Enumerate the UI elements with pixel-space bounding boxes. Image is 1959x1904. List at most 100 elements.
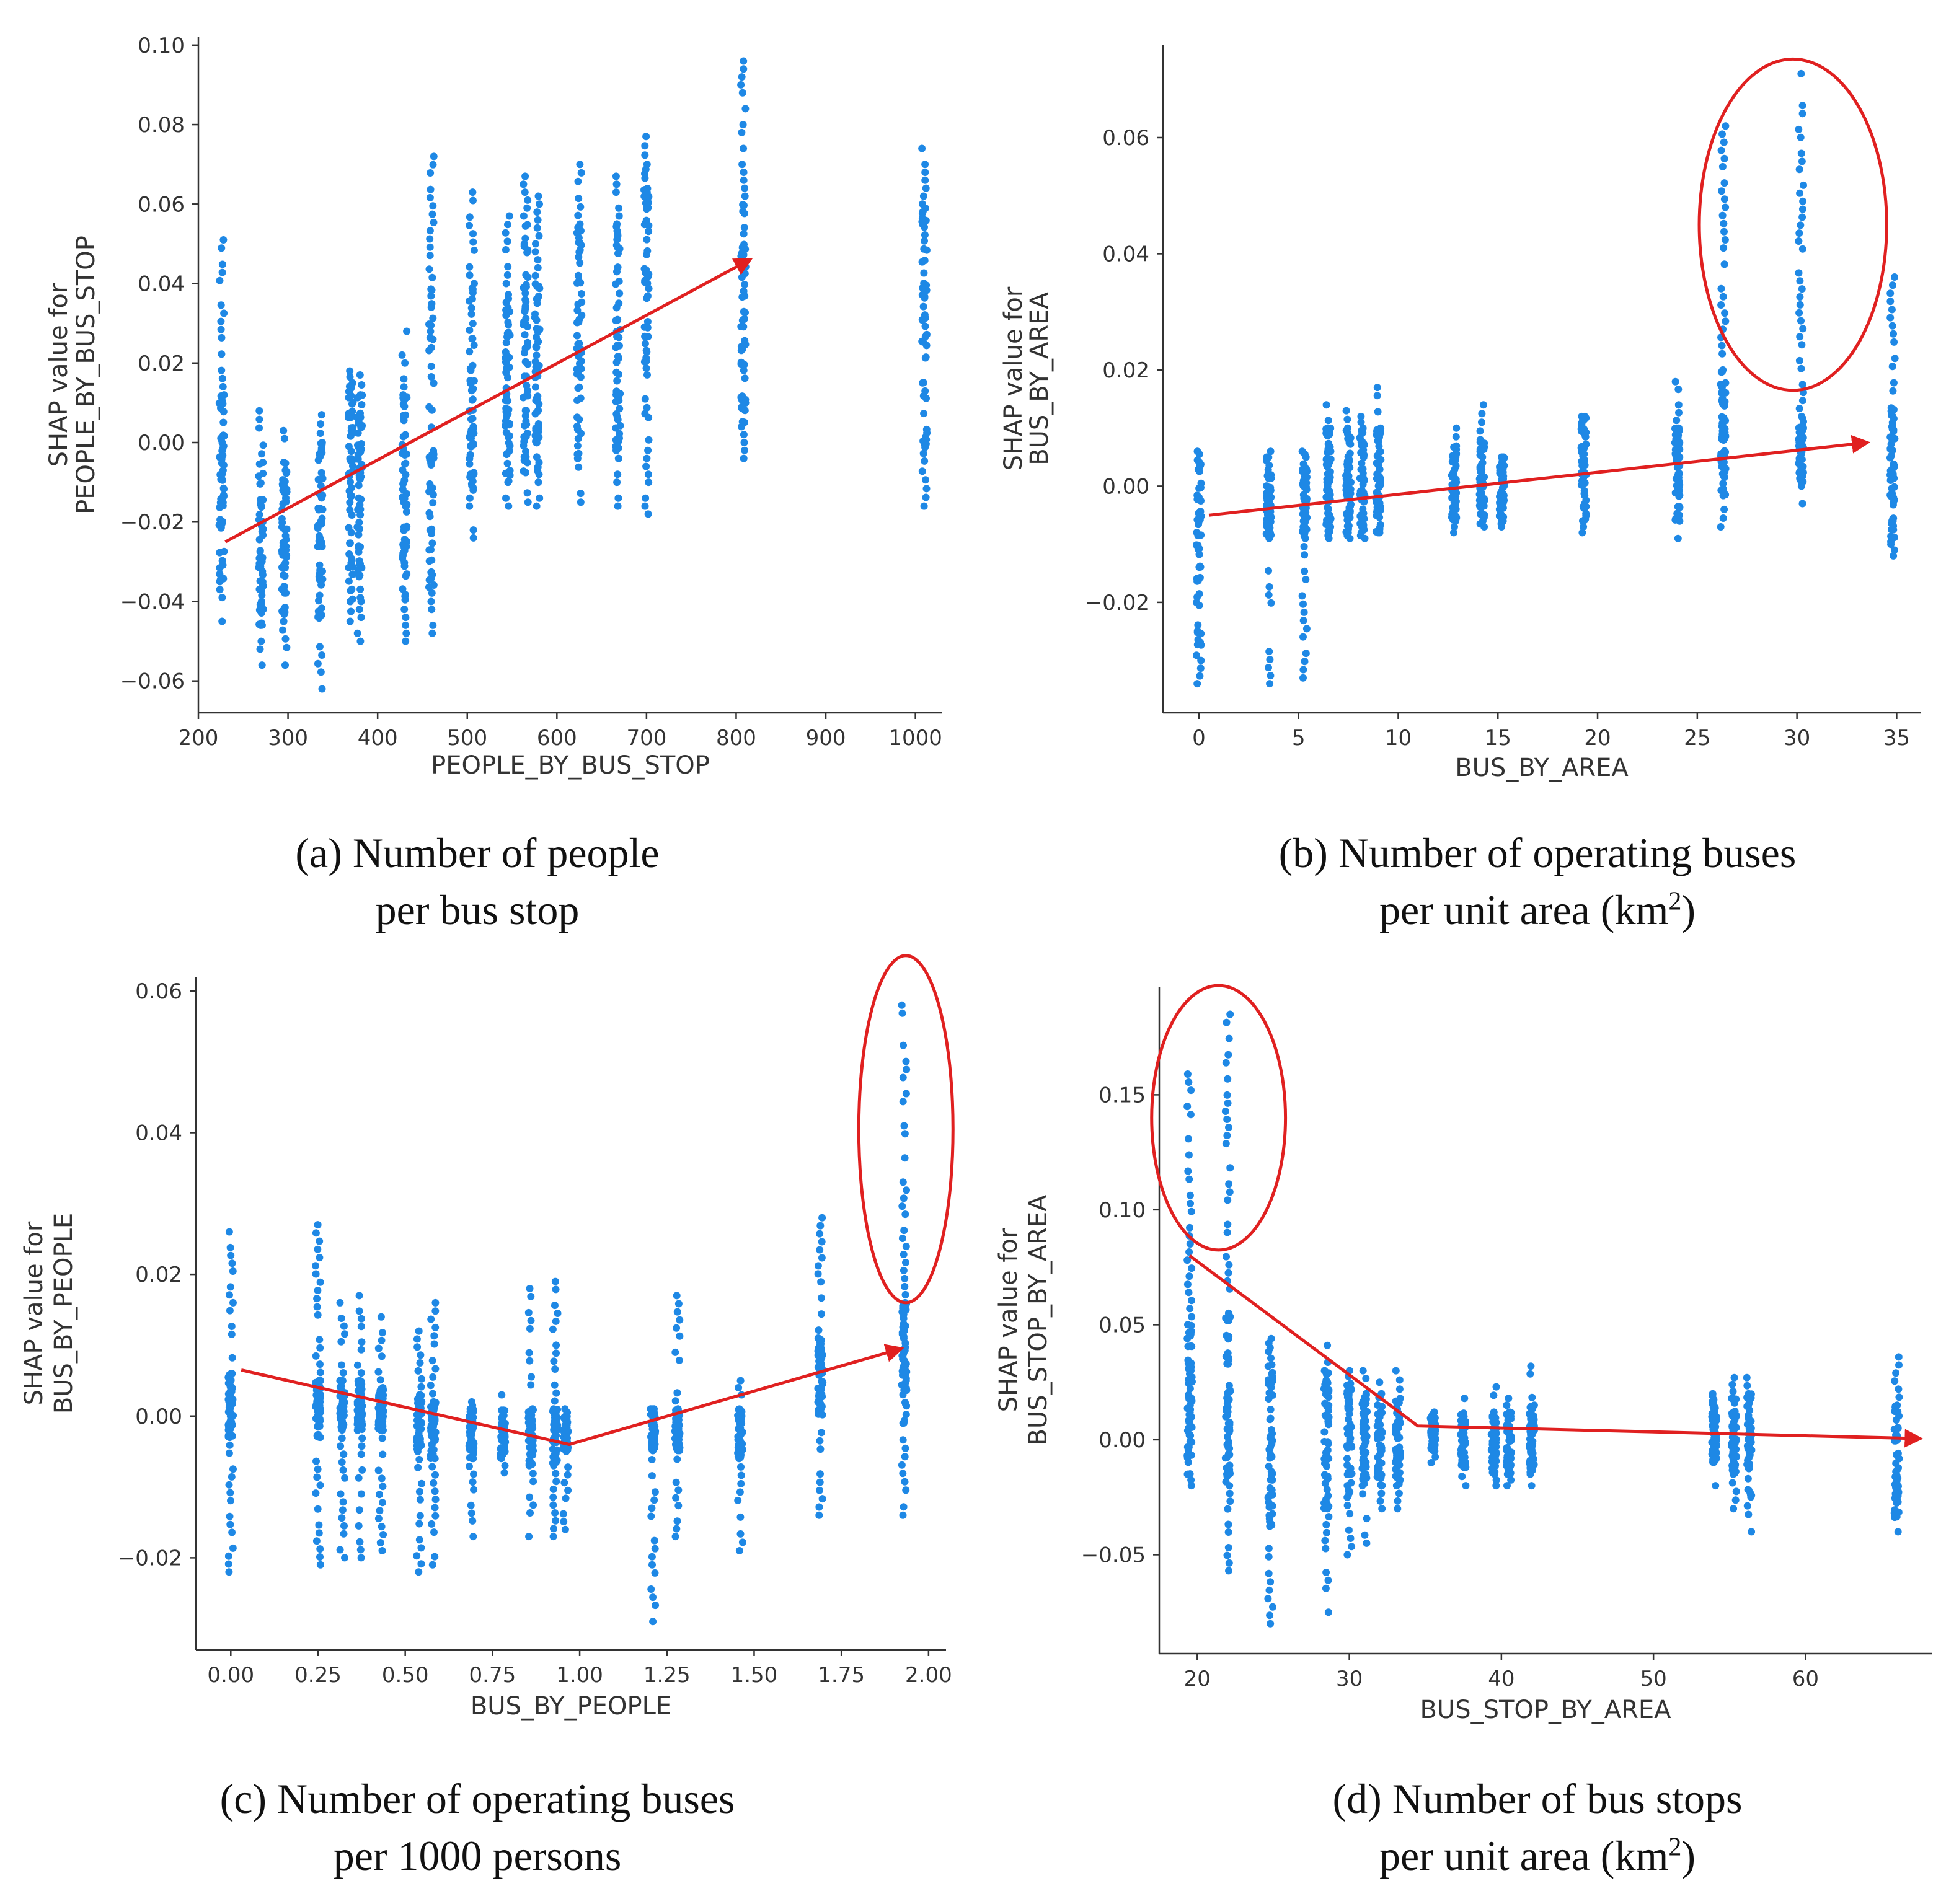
data-point bbox=[564, 1471, 572, 1479]
data-point bbox=[673, 1455, 681, 1463]
data-point bbox=[378, 1547, 386, 1554]
data-point bbox=[378, 1434, 386, 1442]
data-point bbox=[1196, 664, 1205, 672]
data-point bbox=[903, 1186, 910, 1194]
data-point bbox=[357, 473, 365, 481]
data-point bbox=[647, 1585, 655, 1593]
data-point bbox=[427, 1315, 435, 1323]
data-point bbox=[216, 276, 224, 284]
data-point bbox=[1796, 301, 1804, 309]
data-point bbox=[818, 1214, 826, 1222]
data-point bbox=[1322, 1584, 1330, 1592]
data-point bbox=[1188, 1313, 1196, 1321]
x-tick-label: 10 bbox=[1385, 726, 1412, 751]
data-point bbox=[502, 469, 510, 477]
data-point bbox=[312, 1457, 320, 1465]
data-point bbox=[1796, 277, 1804, 285]
data-point bbox=[336, 1377, 344, 1385]
scatter-column bbox=[1392, 1367, 1404, 1513]
data-point bbox=[1748, 1528, 1756, 1536]
data-point bbox=[643, 201, 651, 209]
data-point bbox=[900, 1266, 908, 1274]
data-point bbox=[643, 161, 651, 169]
data-point bbox=[1268, 1361, 1276, 1368]
data-point bbox=[576, 161, 584, 169]
scatter-column bbox=[312, 1221, 324, 1569]
data-point bbox=[414, 1463, 422, 1471]
data-point bbox=[345, 524, 353, 532]
data-point bbox=[577, 498, 585, 506]
data-point bbox=[312, 1270, 320, 1278]
data-point bbox=[1267, 1620, 1275, 1628]
data-point bbox=[531, 431, 539, 439]
data-point bbox=[470, 1486, 478, 1494]
data-point bbox=[428, 530, 435, 537]
data-point bbox=[1347, 1465, 1355, 1473]
data-point bbox=[226, 1441, 234, 1449]
data-point bbox=[738, 73, 746, 81]
data-point bbox=[257, 621, 265, 629]
data-point bbox=[283, 643, 291, 651]
data-point bbox=[1459, 1435, 1467, 1443]
scatter-column bbox=[353, 371, 366, 645]
data-point bbox=[1303, 467, 1311, 475]
scatter-column bbox=[224, 1228, 237, 1576]
x-axis-title: BUS_STOP_BY_AREA bbox=[1420, 1696, 1671, 1724]
data-point bbox=[815, 1410, 823, 1418]
data-point bbox=[345, 550, 353, 558]
data-point bbox=[1488, 1440, 1497, 1448]
scatter-column bbox=[465, 1398, 478, 1541]
data-point bbox=[551, 1397, 559, 1405]
data-point bbox=[353, 1361, 361, 1369]
data-point bbox=[227, 1251, 235, 1259]
data-point bbox=[469, 1478, 477, 1486]
data-point bbox=[400, 536, 409, 544]
data-point bbox=[737, 1471, 745, 1479]
scatter-column bbox=[345, 367, 357, 625]
data-point bbox=[1359, 424, 1367, 432]
data-point bbox=[1373, 392, 1381, 400]
data-point bbox=[497, 1455, 505, 1463]
data-point bbox=[219, 561, 227, 569]
data-point bbox=[1186, 1240, 1194, 1248]
data-point bbox=[1894, 1528, 1902, 1536]
data-point bbox=[316, 591, 324, 599]
data-point bbox=[1346, 449, 1354, 457]
data-point bbox=[425, 265, 433, 273]
data-point bbox=[1266, 656, 1274, 664]
data-point bbox=[1267, 474, 1275, 482]
data-point bbox=[426, 235, 434, 243]
data-point bbox=[1378, 1403, 1386, 1411]
data-point bbox=[1226, 1497, 1234, 1505]
data-point bbox=[1745, 1390, 1753, 1398]
data-point bbox=[1225, 1180, 1233, 1188]
data-point bbox=[521, 172, 529, 180]
data-point bbox=[612, 172, 620, 180]
data-point bbox=[317, 411, 325, 419]
data-point bbox=[1186, 1305, 1194, 1313]
data-point bbox=[379, 1531, 387, 1538]
data-point bbox=[1224, 1520, 1232, 1528]
data-point bbox=[1728, 1452, 1736, 1460]
data-point bbox=[1719, 480, 1727, 488]
data-point bbox=[1674, 471, 1683, 479]
data-point bbox=[1452, 517, 1459, 525]
data-point bbox=[648, 1504, 656, 1512]
data-point bbox=[346, 498, 354, 506]
data-point bbox=[316, 1434, 324, 1442]
scatter-column bbox=[640, 133, 653, 518]
data-point bbox=[1890, 415, 1898, 423]
data-point bbox=[217, 301, 225, 309]
data-point bbox=[226, 1291, 233, 1299]
data-point bbox=[1263, 482, 1270, 490]
data-point bbox=[1718, 342, 1726, 350]
data-point bbox=[218, 260, 226, 268]
data-point bbox=[1890, 526, 1898, 534]
trend-arrow bbox=[1188, 1254, 1924, 1448]
data-point bbox=[1731, 1463, 1738, 1471]
data-point bbox=[1347, 1434, 1355, 1442]
data-point bbox=[470, 342, 478, 349]
data-point bbox=[816, 1478, 824, 1486]
data-point bbox=[1322, 401, 1330, 409]
data-point bbox=[574, 340, 582, 348]
